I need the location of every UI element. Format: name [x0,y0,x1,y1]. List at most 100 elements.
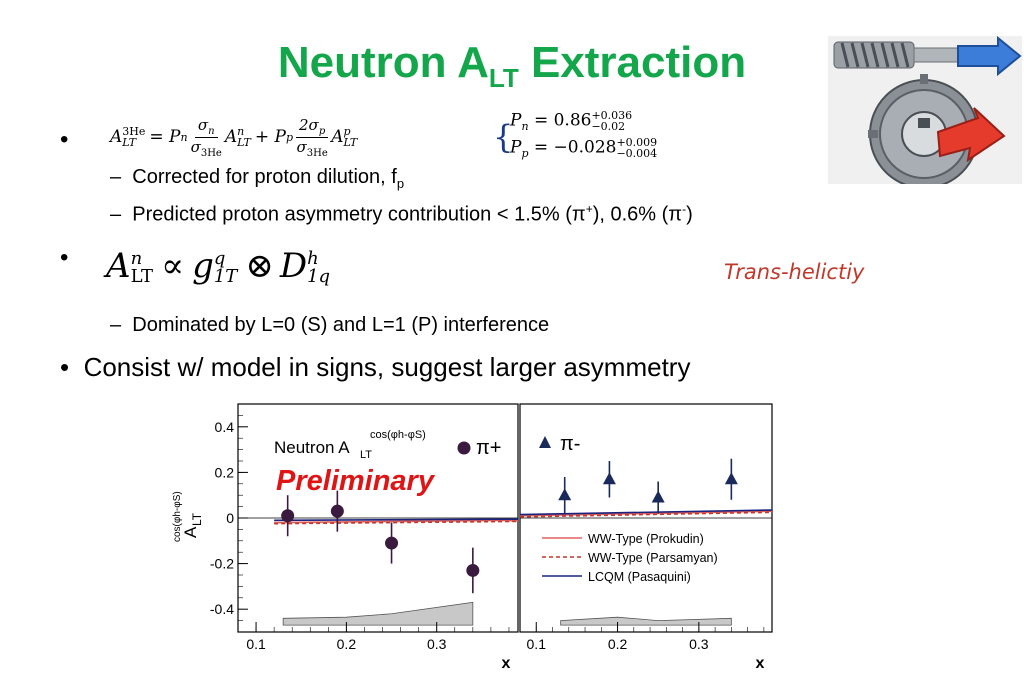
sub-item-proton-sup-b: - [682,202,687,216]
title-sub: LT [488,62,519,93]
title-main: Neutron A [277,38,489,87]
eq-frac1-den: σ [190,137,201,156]
model-curve-left-2 [274,518,519,522]
eq-frac2: 2σp σ3He [296,115,329,159]
dash-marker: – [110,166,122,188]
eq-lhs: A [110,127,123,147]
x-tick-label-left: 0.1 [246,636,266,652]
legend-label-1: WW-Type (Parsamyan) [588,551,718,565]
y-tick-label: 0.4 [215,419,235,435]
y-tick-label: 0 [226,510,234,526]
eq-frac1-num: σ [197,115,209,134]
pn-err-up: +0.036 [591,109,633,122]
eq-lhs-sup: 3He [122,125,146,138]
eq-frac1: σn σ3He [191,116,222,159]
systematic-band-left [282,601,474,626]
pp-err-down: −0.004 [616,147,658,160]
pn-label: P [510,110,522,131]
x-axis-label-left: x [502,655,511,672]
legend-label-pi-minus: π- [560,433,580,455]
pp-label: P [510,137,522,158]
sub-item-proton-text-c: ) [686,203,693,226]
eq-t1-coef: = P [149,127,181,147]
x-tick-label-left: 0.2 [337,636,357,652]
eq-t2-A: A [331,127,344,147]
eq-t2-coef: + P [254,127,286,147]
gear-worm-icon [828,36,1022,184]
eq2-A-sub: LT [130,266,154,287]
eq-t1-A-sub: LT [237,136,251,149]
pn-value: Pn = 0.86 +0.036 −0.02 [510,110,632,133]
eq-frac2-num-sub: p [318,125,326,137]
sub-item-proton-sup-a: + [585,202,593,216]
x-axis-label-right: x [756,655,765,672]
eq2-g: g [192,246,214,286]
data-point-right [558,488,572,501]
bullet-consistency: • Consist w/ model in signs, suggest lar… [60,352,690,383]
data-point-left [281,509,295,523]
eq-frac2-num: 2σ [299,115,319,134]
eq2-prop: ∝ [161,246,185,286]
data-point-right [602,472,616,485]
legend-title-sup: cos(φh-φS) [370,429,426,441]
bullet-marker: • [60,126,69,153]
pp-label-sub: p [521,146,529,160]
pp-err-up: +0.009 [616,136,658,149]
model-curve-right-0 [519,510,773,517]
y-axis-label-sup: cos(φh-φS) [172,491,183,542]
dash-marker: – [110,203,122,226]
eq-frac1-den-sub: 3He [200,147,222,159]
eq-frac2-den-sub: 3He [306,147,328,159]
eq-frac2-den: σ [296,137,307,156]
y-tick-label: -0.2 [210,556,234,572]
sub-item-interference-text: Dominated by L=0 (S) and L=1 (P) interfe… [132,314,550,336]
pn-err-down: −0.02 [591,120,626,133]
eq-t1-A: A [224,127,238,147]
legend-label-pi-plus: π+ [476,437,501,459]
bullet-marker: • [60,352,70,382]
eq-frac1-num-sub: n [208,125,215,137]
dash-marker: – [110,314,122,336]
eq2-g-sup: q [213,248,226,269]
model-curve-left-0 [274,519,519,524]
eq2-A-sup: n [130,248,143,269]
bullet-consistency-text: Consist w/ model in signs, suggest large… [83,352,691,382]
pn-label-sub: n [521,119,529,133]
pn-number: = 0.86 [533,110,592,131]
sub-item-dilution: – Corrected for proton dilution, fp [110,166,404,191]
sub-item-dilution-sub: p [396,176,405,191]
pp-number: = −0.028 [533,137,617,158]
legend-marker-pi-plus [457,441,471,455]
sub-item-proton-text-a: Predicted proton asymmetry contribution … [132,203,586,226]
x-tick-label-right: 0.3 [689,636,709,652]
title-rest: Extraction [518,38,747,87]
legend-title-sub: LT [360,449,372,461]
y-tick-label: 0.2 [215,464,235,480]
eq2-D: D [279,246,308,286]
x-tick-label-right: 0.2 [608,636,628,652]
data-point-left [385,536,399,550]
bullet-marker: • [60,244,69,271]
legend-label-2: LCQM (Pasaquini) [588,570,691,584]
eq2-D-sub: 1q [307,266,331,287]
eq2-A: A [106,246,131,286]
y-axis-label-sub: LT [190,512,204,526]
model-curve-right-2 [519,509,773,516]
sub-item-proton-text-b: ), 0.6% (π [592,203,683,226]
preliminary-label: Preliminary [276,465,436,497]
eq2-otimes: ⊗ [245,246,274,286]
legend-label-0: WW-Type (Prokudin) [588,532,704,546]
model-curve-left-1 [274,520,519,525]
model-curve-right-1 [519,511,773,518]
y-tick-label: -0.4 [210,601,234,617]
sub-item-dilution-text: Corrected for proton dilution, f [132,166,397,188]
sub-item-interference: – Dominated by L=0 (S) and L=1 (P) inter… [110,314,549,337]
data-point-left [466,563,480,577]
eq-t2-A-sub: LT [343,136,358,149]
y-axis-label: A [181,526,200,538]
sub-item-proton: – Predicted proton asymmetry contributio… [110,202,693,227]
x-tick-label-left: 0.3 [427,636,447,652]
page-title: Neutron ALT Extraction [0,38,1024,94]
y-axis-label-group: ALT cos(φh-φS) [172,491,204,542]
